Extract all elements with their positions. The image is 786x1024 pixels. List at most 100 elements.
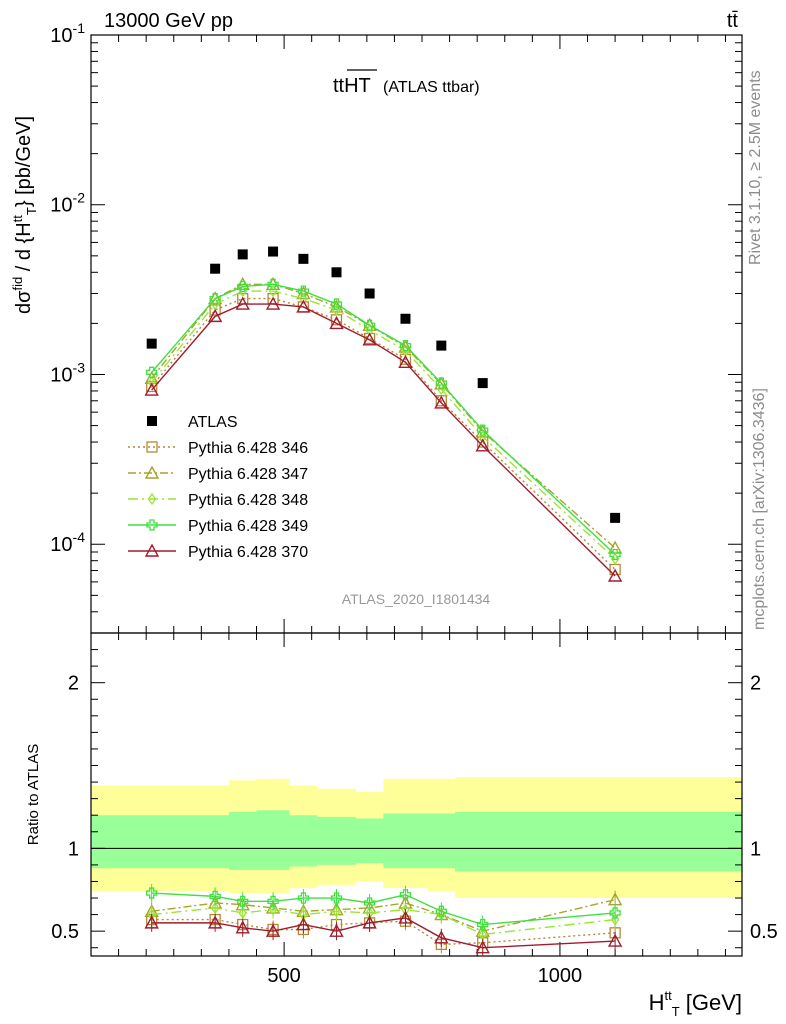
energy-label: 13000 GeV pp xyxy=(104,10,233,32)
series-marker xyxy=(147,376,156,389)
data-point xyxy=(146,338,157,349)
legend-label: Pythia 6.428 348 xyxy=(188,492,308,509)
ratio-y-tick-label: 1 xyxy=(68,838,79,860)
series-marker xyxy=(399,339,412,352)
data-point xyxy=(331,267,342,278)
ratio-marker xyxy=(296,917,311,931)
ratio-marker xyxy=(607,933,623,947)
ratio-y-tick-label-right: 1 xyxy=(750,838,761,860)
data-point xyxy=(610,512,621,523)
y-axis-label: dσfid / d {HttT} [pb/GeV] xyxy=(10,116,39,314)
series-marker xyxy=(362,332,377,346)
y-tick-label: 10-1 xyxy=(50,20,85,47)
legend-marker xyxy=(147,492,157,506)
ratio-y-tick-label: 2 xyxy=(68,673,79,695)
data-point xyxy=(436,340,447,351)
series-marker xyxy=(435,377,447,389)
ratio-series-line xyxy=(151,917,616,949)
series-line xyxy=(151,283,616,549)
legend-label: ATLAS xyxy=(188,414,238,431)
series-marker xyxy=(144,382,159,396)
ratio-y-axis-label: Ratio to ATLAS xyxy=(25,744,42,845)
ratio-y-tick-label: 0.5 xyxy=(51,921,79,943)
x-axis-label: HttT [GeV] xyxy=(649,988,742,1019)
ratio-series-line xyxy=(151,899,616,932)
series-marker xyxy=(330,298,343,310)
series-marker xyxy=(477,424,489,436)
plot-title: ttHT (ATLAS ttbar) xyxy=(333,75,480,97)
series-line xyxy=(151,297,616,570)
ratio-marker xyxy=(435,905,447,917)
series-marker xyxy=(297,285,310,297)
ratio-marker xyxy=(332,905,341,918)
ratio-marker xyxy=(238,906,248,920)
data-point xyxy=(210,263,221,274)
series-marker xyxy=(209,292,221,305)
ratio-marker xyxy=(398,910,413,924)
ratio-marker xyxy=(475,940,490,954)
series-marker xyxy=(434,395,449,409)
series-marker xyxy=(296,299,311,313)
series-marker xyxy=(398,354,413,368)
ratio-panel-frame xyxy=(90,632,743,957)
ratio-marker xyxy=(330,892,343,904)
legend-marker-data xyxy=(147,416,157,426)
ratio-marker xyxy=(265,923,281,937)
ratio-y-tick-label-right: 2 xyxy=(750,673,761,695)
ratio-marker xyxy=(329,923,344,937)
legend-label: Pythia 6.428 370 xyxy=(188,544,308,561)
ratio-marker xyxy=(434,930,449,944)
y-tick-label: 10-3 xyxy=(50,359,85,386)
ratio-y-tick-label-right: 0.5 xyxy=(750,921,778,943)
series-marker xyxy=(363,319,376,331)
series-marker xyxy=(609,548,621,561)
series-line xyxy=(151,303,616,577)
data-point xyxy=(477,378,488,389)
process-label: tt̄ xyxy=(727,10,739,32)
legend-marker xyxy=(146,519,158,531)
legend-marker xyxy=(144,543,160,557)
y-tick-label: 10-4 xyxy=(50,529,85,556)
series-marker xyxy=(475,438,490,452)
legend-marker xyxy=(146,441,158,453)
legend-marker xyxy=(144,465,160,479)
analysis-tag: ATLAS_2020_I1801434 xyxy=(342,591,491,607)
ratio-marker xyxy=(477,918,489,931)
series-marker xyxy=(237,280,249,293)
ratio-marker xyxy=(363,897,376,909)
ratio-marker xyxy=(237,895,249,907)
ratio-marker xyxy=(207,915,223,929)
ratio-marker xyxy=(399,889,412,901)
data-point xyxy=(364,288,375,299)
plot-title-suffix: (ATLAS ttbar) xyxy=(383,79,480,96)
series-marker xyxy=(207,308,223,323)
series-marker xyxy=(146,366,158,378)
series-marker xyxy=(299,292,308,305)
data-point xyxy=(400,313,411,324)
mcplots-source-label: mcplots.cern.ch [arXiv:1306.3436] xyxy=(751,388,768,630)
ratio-marker xyxy=(209,890,221,903)
series-marker xyxy=(265,296,281,310)
series-marker xyxy=(267,278,279,290)
data-point xyxy=(298,253,309,264)
x-tick-label: 500 xyxy=(267,965,300,987)
series-line xyxy=(151,283,616,556)
series-marker xyxy=(329,315,344,330)
series-marker xyxy=(235,276,250,290)
ratio-marker xyxy=(362,915,377,929)
ratio-marker xyxy=(146,887,158,899)
ratio-marker xyxy=(297,892,310,904)
plot-title-main: ttHT xyxy=(333,75,371,97)
data-point xyxy=(268,246,279,257)
x-tick-label: 1000 xyxy=(538,965,583,987)
ratio-marker xyxy=(235,920,250,934)
rivet-version-label: Rivet 3.1.10, ≥ 2.5M events xyxy=(747,70,764,265)
ratio-marker xyxy=(267,895,279,907)
series-marker xyxy=(607,568,623,582)
ratio-band-inner xyxy=(91,810,742,872)
ratio-marker xyxy=(210,901,220,915)
ratio-marker xyxy=(609,907,621,919)
ratio-marker xyxy=(268,903,278,916)
data-point xyxy=(237,249,248,260)
